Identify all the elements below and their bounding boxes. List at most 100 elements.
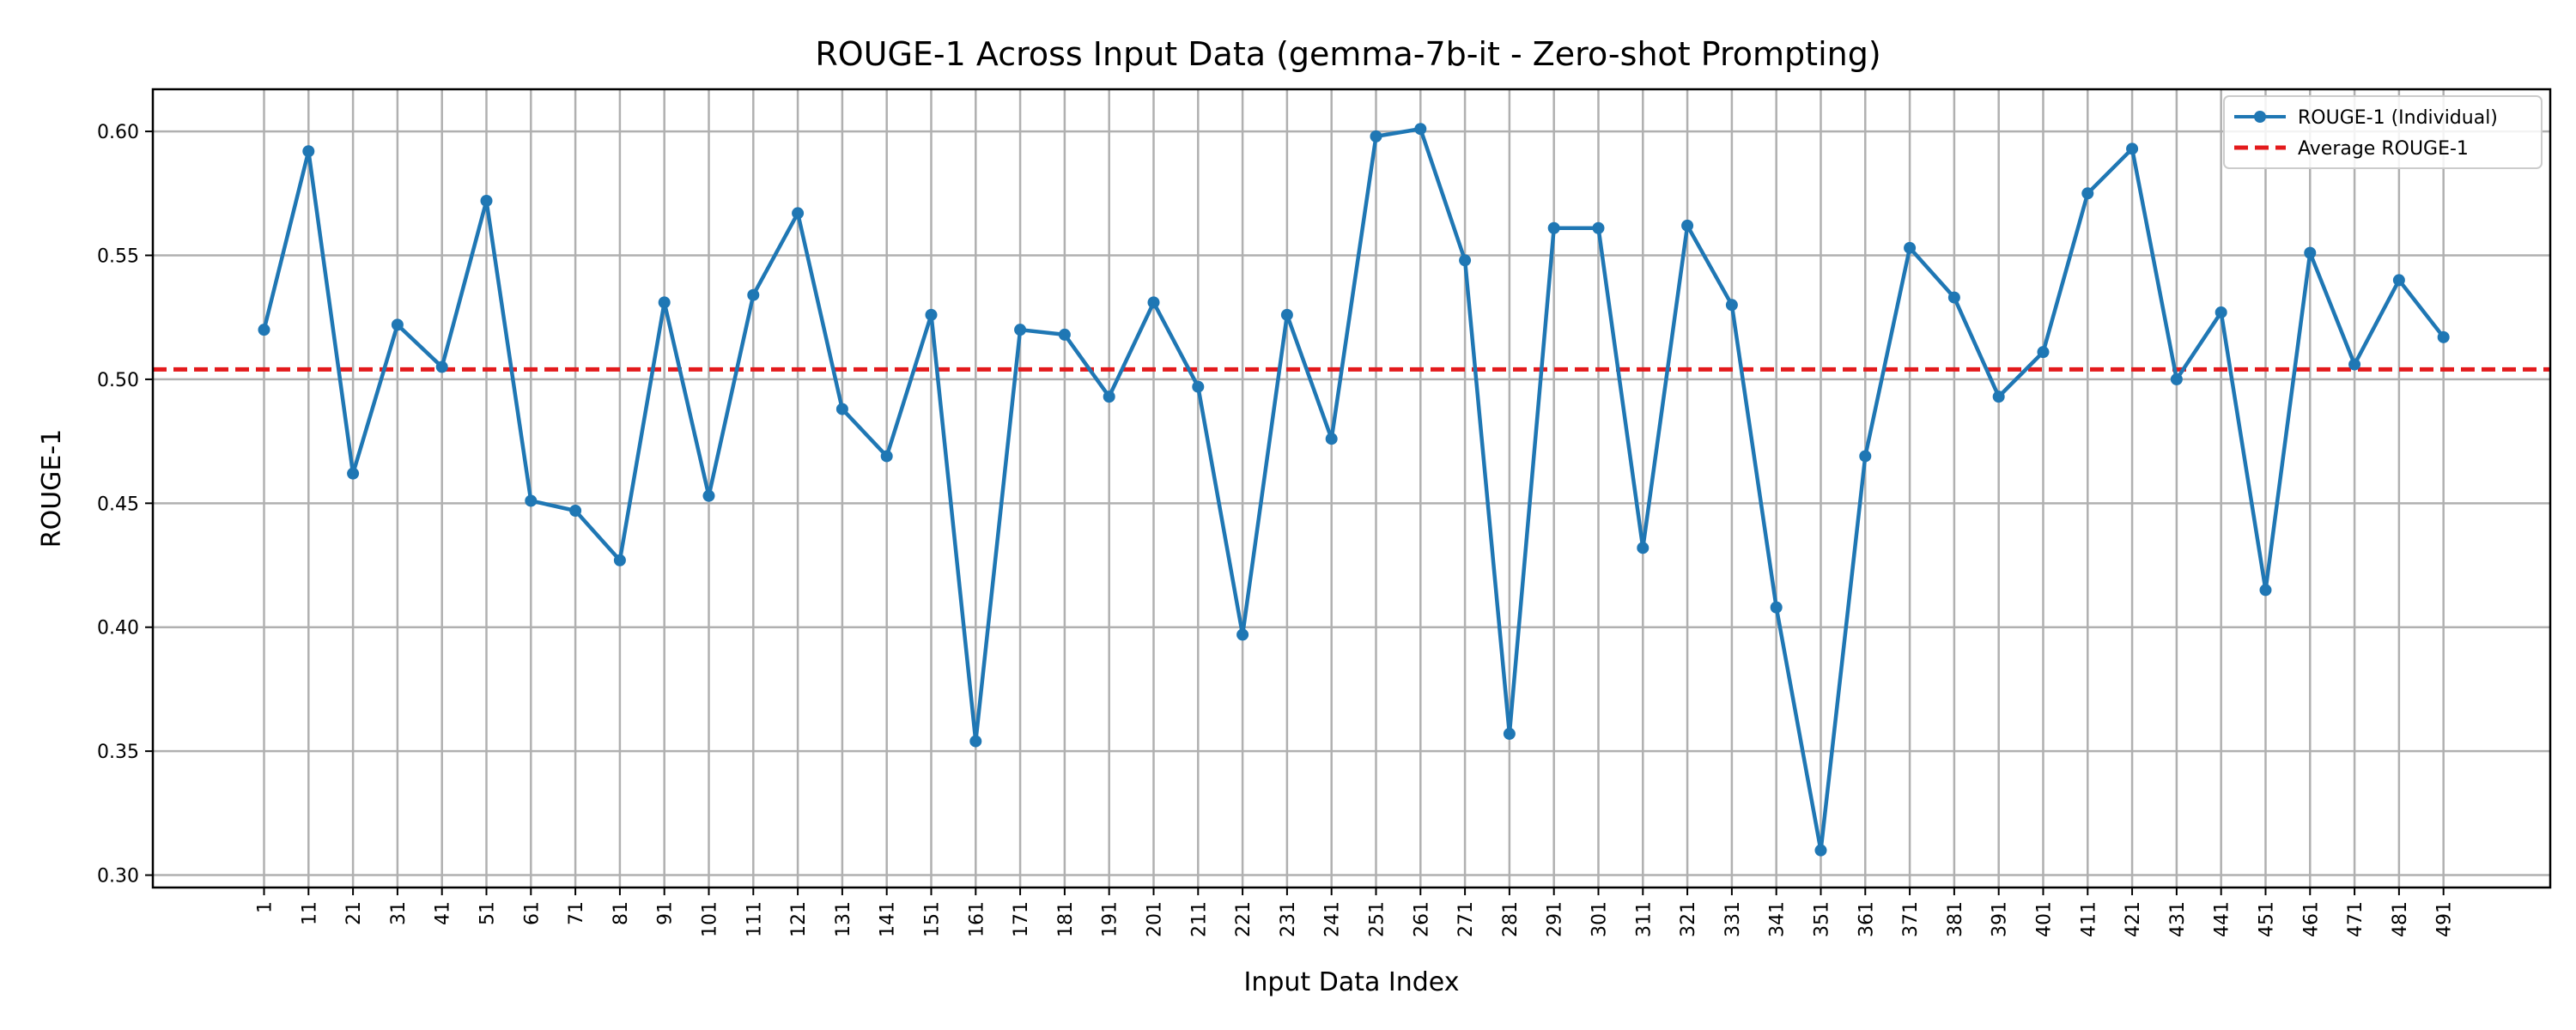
data-point — [1103, 391, 1115, 403]
legend-swatch-marker — [2254, 111, 2266, 123]
x-tick-label: 1 — [254, 901, 276, 913]
data-point — [391, 318, 404, 331]
x-tick-label: 21 — [343, 901, 365, 925]
x-tick-label: 421 — [2123, 901, 2144, 937]
x-tick-label: 271 — [1455, 901, 1477, 937]
y-tick-label: 0.40 — [97, 618, 139, 639]
data-point — [925, 308, 938, 321]
x-tick-label: 231 — [1278, 901, 1299, 937]
data-point — [1859, 450, 1872, 463]
legend-label-series: ROUGE-1 (Individual) — [2298, 107, 2498, 129]
data-point — [2437, 330, 2450, 343]
data-point — [569, 504, 582, 517]
x-tick-label: 51 — [477, 901, 498, 925]
data-point — [1147, 296, 1160, 309]
legend-label-average: Average ROUGE-1 — [2298, 138, 2469, 160]
x-tick-label: 251 — [1366, 901, 1388, 937]
x-tick-label: 391 — [1990, 901, 2011, 937]
data-point — [2126, 142, 2139, 155]
data-point — [658, 296, 671, 309]
x-tick-label: 351 — [1811, 901, 1832, 937]
x-tick-label: 121 — [788, 901, 810, 937]
x-tick-label: 241 — [1322, 901, 1344, 937]
x-tick-label: 281 — [1500, 901, 1522, 937]
data-point — [702, 489, 715, 502]
x-tick-label: 141 — [878, 901, 899, 937]
x-tick-label: 461 — [2300, 901, 2322, 937]
y-tick-label: 0.50 — [97, 370, 139, 391]
data-point — [1992, 391, 2005, 403]
data-point — [1192, 380, 1205, 393]
x-tick-label: 221 — [1233, 901, 1255, 937]
data-point — [1725, 299, 1738, 312]
data-point — [1947, 291, 1960, 304]
data-point — [1459, 254, 1472, 267]
x-tick-label: 41 — [433, 901, 454, 925]
x-tick-label: 211 — [1188, 901, 1210, 937]
y-axis-ticks: 0.30 0.35 0.40 0.45 0.50 0.55 0.60 — [97, 122, 153, 888]
data-point — [435, 360, 448, 373]
y-tick-label: 0.60 — [97, 122, 139, 143]
data-point — [2170, 373, 2183, 385]
data-point — [1236, 628, 1249, 641]
y-axis-label: ROUGE-1 — [37, 429, 67, 548]
x-tick-label: 161 — [966, 901, 987, 937]
data-point — [1014, 324, 1027, 336]
x-tick-label: 411 — [2078, 901, 2099, 937]
data-point — [2081, 187, 2094, 200]
x-tick-label: 61 — [521, 901, 543, 925]
x-tick-label: 311 — [1633, 901, 1655, 937]
series-line — [262, 126, 2445, 852]
data-point — [1414, 123, 1427, 136]
x-tick-label: 71 — [566, 901, 587, 925]
x-tick-label: 191 — [1100, 901, 1121, 937]
data-point — [525, 494, 538, 507]
data-point — [347, 467, 360, 480]
x-tick-label: 441 — [2212, 901, 2233, 937]
data-point — [258, 324, 270, 336]
data-point — [747, 288, 760, 301]
series-layer — [258, 123, 2450, 857]
legend-box — [2223, 95, 2543, 169]
x-tick-label: 131 — [833, 901, 854, 937]
data-point — [2392, 274, 2405, 287]
chart-title: ROUGE-1 Across Input Data (gemma-7b-it -… — [815, 35, 1880, 73]
data-point — [2215, 306, 2227, 318]
data-point — [613, 554, 626, 566]
y-tick-label: 0.55 — [97, 246, 139, 268]
x-tick-label: 31 — [388, 901, 410, 925]
data-point — [1325, 433, 1338, 445]
x-tick-label: 321 — [1678, 901, 1699, 937]
data-point — [2259, 584, 2272, 597]
x-tick-label: 471 — [2345, 901, 2366, 937]
x-tick-label: 81 — [611, 901, 632, 925]
x-tick-label: 151 — [921, 901, 943, 937]
x-tick-label: 341 — [1767, 901, 1789, 937]
data-point — [1904, 241, 1917, 254]
x-tick-label: 291 — [1545, 901, 1566, 937]
y-tick-label: 0.30 — [97, 866, 139, 888]
x-tick-label: 331 — [1722, 901, 1744, 937]
x-tick-label: 381 — [1945, 901, 1966, 937]
data-point — [1681, 219, 1694, 232]
y-tick-label: 0.35 — [97, 742, 139, 763]
data-point — [2037, 346, 2050, 359]
data-point — [1370, 130, 1382, 142]
data-point — [302, 145, 315, 158]
plot-frame — [151, 88, 2552, 889]
data-point — [792, 207, 805, 220]
data-point — [1637, 542, 1649, 554]
x-tick-label: 101 — [699, 901, 720, 937]
data-point — [1770, 601, 1783, 614]
x-tick-label: 11 — [299, 901, 320, 925]
x-tick-label: 481 — [2390, 901, 2411, 937]
data-point — [1592, 221, 1605, 234]
x-tick-label: 201 — [1144, 901, 1165, 937]
x-tick-label: 371 — [1900, 901, 1922, 937]
x-tick-label: 181 — [1055, 901, 1077, 937]
x-axis-label: Input Data Index — [1244, 967, 1460, 997]
x-tick-label: 301 — [1589, 901, 1610, 937]
x-tick-label: 451 — [2256, 901, 2277, 937]
data-point — [2348, 358, 2361, 371]
